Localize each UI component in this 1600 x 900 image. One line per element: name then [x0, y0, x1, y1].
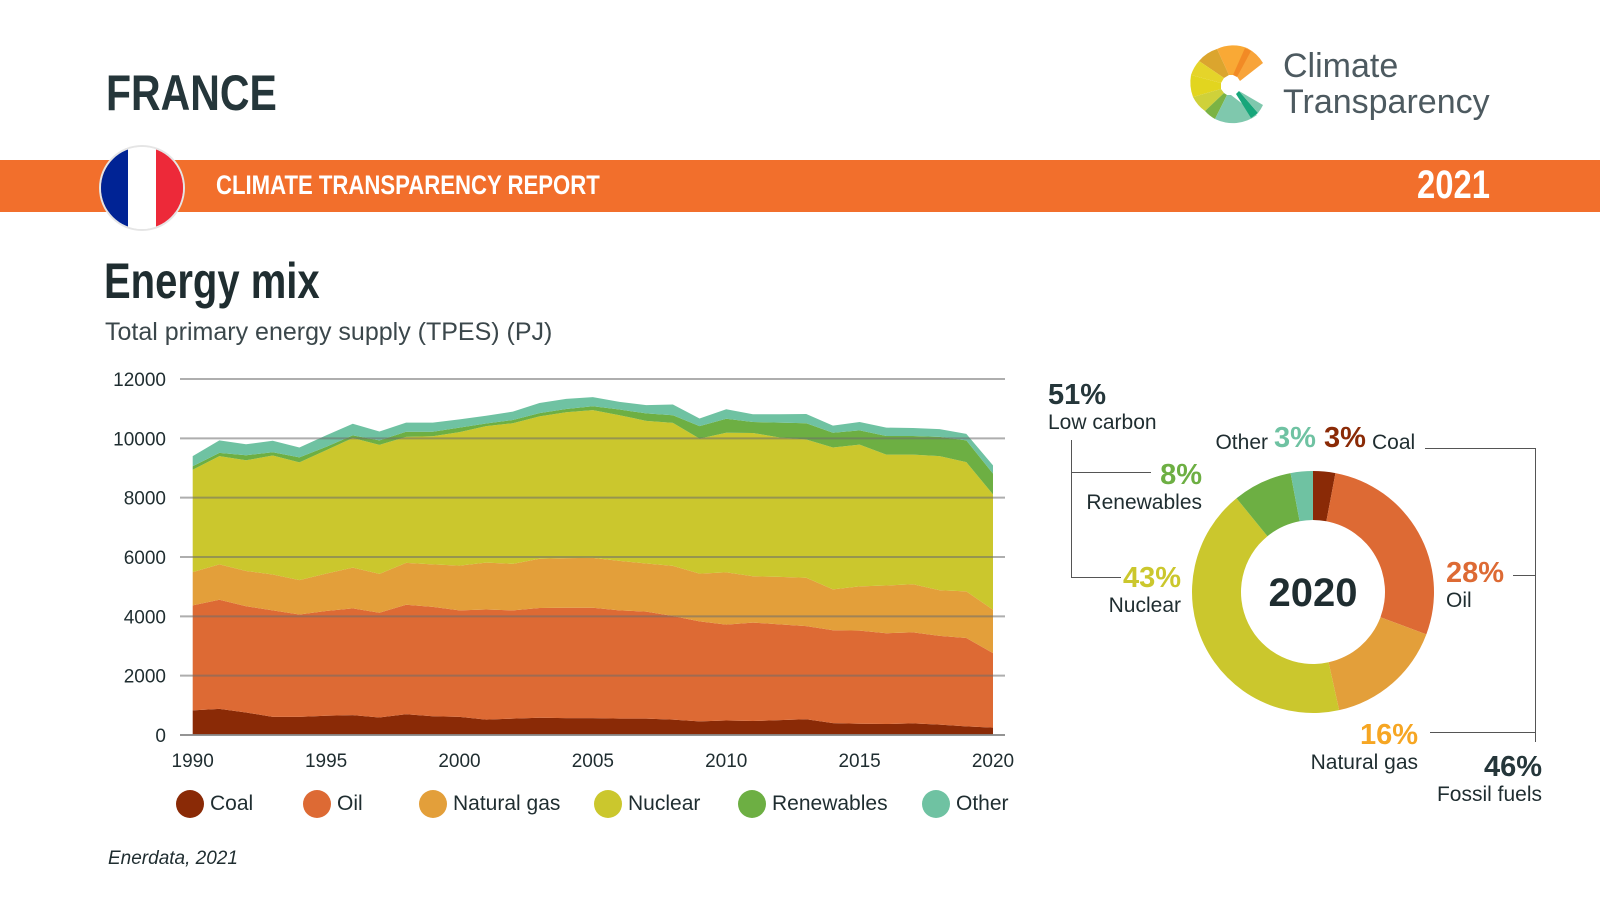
logo-text-line1: Climate: [1283, 47, 1399, 85]
legend-label: Coal: [210, 792, 254, 815]
logo-icon: [1190, 45, 1263, 124]
legend-swatch-icon: [419, 790, 447, 818]
legend-label: Oil: [337, 792, 363, 815]
other-percent-wrap: 3%: [1274, 423, 1316, 454]
donut-slice-other: [1290, 471, 1313, 522]
oil-leader-line: [1513, 575, 1535, 576]
area-other: [192, 397, 993, 474]
legend-item-oil: Oil: [303, 790, 363, 818]
section-title: Energy mix: [104, 253, 320, 309]
fossil-fuels-label: Fossil fuels: [1436, 783, 1542, 806]
oil-label: Oil: [1446, 589, 1472, 612]
legend-label: Renewables: [772, 792, 888, 815]
x-tick-label: 2020: [972, 751, 1014, 772]
y-tick-label: 0: [155, 726, 166, 747]
logo-text: Climate Transparency: [1283, 48, 1490, 120]
legend-item-coal: Coal: [176, 790, 253, 818]
donut-slice-nuclear: [1191, 498, 1340, 713]
legend-swatch-icon: [738, 790, 766, 818]
report-year: 2021: [1417, 163, 1490, 207]
renewables-label: Renewables: [1086, 491, 1202, 514]
report-title: CLIMATE TRANSPARENCY REPORT: [216, 170, 600, 200]
other-slice-label: Other: [1215, 431, 1268, 455]
legend-item-natural-gas: Natural gas: [419, 790, 560, 818]
coal-percent-wrap: 3%: [1324, 423, 1366, 454]
coal-label-wrap: Coal: [1372, 431, 1415, 455]
other-percent: 3%: [1274, 422, 1316, 454]
donut-slice-coal: [1313, 471, 1336, 522]
renewables-leader-line: [1071, 472, 1151, 473]
area-coal: [192, 708, 993, 735]
area-natural-gas: [192, 557, 993, 654]
donut-slice-renewables: [1236, 473, 1300, 537]
y-tick-label: 12000: [113, 370, 166, 391]
y-tick-label: 4000: [124, 607, 166, 628]
nuclear-leader-line: [1071, 577, 1121, 578]
renewables-percent: 8%: [1160, 459, 1202, 491]
legend-swatch-icon: [176, 790, 204, 818]
low-carbon-bracket: [1071, 440, 1072, 577]
section-subtitle: Total primary energy supply (TPES) (PJ): [105, 318, 553, 346]
y-tick-label: 6000: [124, 548, 166, 569]
x-tick-label: 1995: [305, 751, 347, 772]
nuclear-label: Nuclear: [1108, 594, 1181, 617]
report-banner: [0, 160, 1600, 212]
x-tick-label: 2015: [838, 751, 880, 772]
y-tick-label: 2000: [124, 667, 166, 688]
donut-center-label: 2020: [1269, 571, 1358, 615]
legend-swatch-icon: [922, 790, 950, 818]
legend-label: Natural gas: [453, 792, 561, 815]
low-carbon-label: Low carbon: [1048, 411, 1157, 434]
gas-label: Natural gas: [1310, 751, 1418, 774]
logo-text-line2: Transparency: [1283, 83, 1490, 121]
area-renewables: [192, 406, 993, 495]
area-nuclear: [192, 410, 993, 610]
x-tick-label: 2010: [705, 751, 747, 772]
fossil-fuels-group-label: 46% Fossil fuels: [1437, 752, 1542, 807]
area-oil: [192, 599, 993, 728]
x-tick-label: 1990: [172, 751, 214, 772]
fossil-fuels-bracket: [1535, 448, 1536, 742]
coal-label: Coal: [1372, 431, 1416, 454]
nuclear-slice-label: 43% Nuclear: [1109, 563, 1181, 618]
donut-slice-oil: [1326, 473, 1434, 635]
gas-slice-label: 16% Natural gas: [1311, 720, 1418, 775]
country-title: FRANCE: [106, 65, 277, 121]
gas-leader-line: [1430, 732, 1535, 733]
legend-item-renewables: Renewables: [738, 790, 888, 818]
renewables-slice-label: 8% Renewables: [1086, 460, 1202, 515]
other-label: Other: [1215, 431, 1268, 454]
oil-slice-label: 28% Oil: [1446, 558, 1504, 613]
low-carbon-group-label: 51% Low carbon: [1048, 380, 1157, 435]
x-tick-label: 2000: [438, 751, 480, 772]
legend-label: Other: [956, 792, 1009, 815]
legend-swatch-icon: [303, 790, 331, 818]
y-tick-label: 10000: [113, 429, 166, 450]
coal-percent: 3%: [1324, 422, 1366, 454]
low-carbon-percent: 51%: [1048, 379, 1107, 411]
legend-item-other: Other: [922, 790, 1009, 818]
legend-label: Nuclear: [628, 792, 701, 815]
legend-swatch-icon: [594, 790, 622, 818]
oil-percent: 28%: [1446, 557, 1505, 589]
x-tick-label: 2005: [572, 751, 614, 772]
y-tick-label: 8000: [124, 489, 166, 510]
donut-slice-natural-gas: [1328, 617, 1427, 711]
source-note: Enerdata, 2021: [108, 848, 238, 869]
legend-item-nuclear: Nuclear: [594, 790, 700, 818]
nuclear-percent: 43%: [1122, 562, 1181, 594]
fossil-fuels-percent: 46%: [1483, 751, 1542, 783]
coal-leader-line: [1425, 448, 1535, 449]
gas-percent: 16%: [1359, 719, 1418, 751]
climate-transparency-logo: [1186, 40, 1276, 135]
